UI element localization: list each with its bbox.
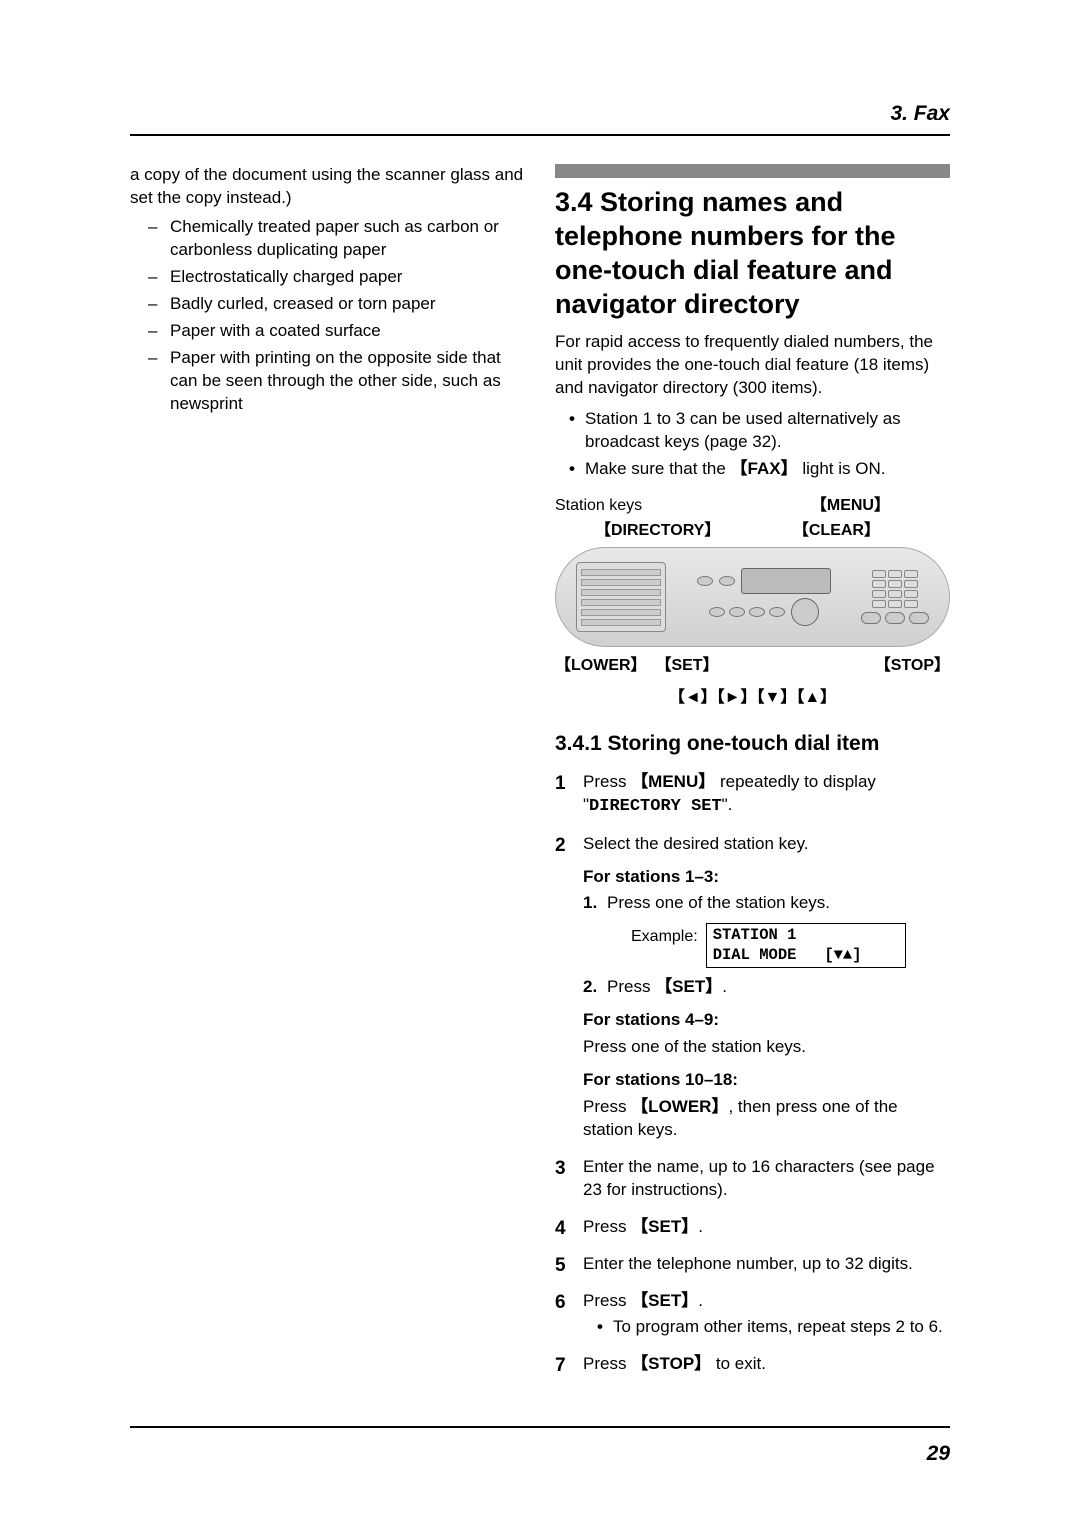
key-label: 【SET】: [655, 977, 722, 996]
bullet-text: Station 1 to 3 can be used alternatively…: [585, 409, 901, 451]
stop-key-label: 【STOP】: [875, 655, 950, 677]
text: Press: [583, 1097, 631, 1116]
step-text: Press: [583, 1217, 631, 1236]
paper-list: Chemically treated paper such as carbon …: [130, 216, 525, 416]
step-6-bullets: To program other items, repeat steps 2 t…: [583, 1316, 950, 1339]
device-labels-top: Station keys 【MENU】 【DIRECTORY】 【CLEAR】: [555, 495, 950, 541]
step-text: .: [698, 1217, 703, 1236]
step-6: Press 【SET】. To program other items, rep…: [555, 1290, 950, 1340]
page-number: 29: [927, 1440, 950, 1468]
lower-key-label: 【LOWER】: [555, 657, 647, 674]
bullet-text: Make sure that the: [585, 459, 731, 478]
bullet-text: light is ON.: [798, 459, 886, 478]
sub-step: Press 【SET】.: [583, 976, 950, 999]
list-item: Electrostatically charged paper: [148, 266, 525, 289]
step-7: Press 【STOP】 to exit.: [555, 1353, 950, 1376]
list-item: Paper with a coated surface: [148, 320, 525, 343]
lcd-display-box: STATION 1 DIAL MODE [▼▲]: [706, 923, 906, 968]
step-text: Press: [583, 772, 631, 791]
lcd-icon: [741, 568, 831, 594]
key-label: 【STOP】: [631, 1354, 711, 1373]
clear-key-label: 【CLEAR】: [793, 520, 880, 542]
key-label: 【MENU】: [631, 772, 715, 791]
footer-rule: [130, 1426, 950, 1428]
step-3: Enter the name, up to 16 characters (see…: [555, 1156, 950, 1202]
station-keys-label: Station keys: [555, 495, 642, 517]
example-row: Example: STATION 1 DIAL MODE [▼▲]: [631, 923, 950, 968]
sub-step-text: Press one of the station keys.: [607, 893, 830, 912]
set-key-label: 【SET】: [655, 657, 718, 674]
lcd-line: DIAL MODE [▼▲]: [713, 946, 862, 964]
left-column: a copy of the document using the scanner…: [130, 164, 525, 1390]
section-divider: [555, 164, 950, 178]
sub-steps: Press one of the station keys. Example: …: [583, 892, 950, 999]
step-4: Press 【SET】.: [555, 1216, 950, 1239]
list-item: Chemically treated paper such as carbon …: [148, 216, 525, 262]
step-text: .: [698, 1291, 703, 1310]
list-item: Paper with printing on the opposite side…: [148, 347, 525, 416]
key-label: 【SET】: [631, 1291, 698, 1310]
lcd-line: STATION 1: [713, 926, 797, 944]
continued-text: a copy of the document using the scanner…: [130, 164, 525, 210]
step-5: Enter the telephone number, up to 32 dig…: [555, 1253, 950, 1276]
directory-key-label: 【DIRECTORY】: [595, 520, 720, 542]
example-label: Example:: [631, 923, 698, 948]
code-text: DIRECTORY SET: [589, 797, 722, 816]
keypad-icon: [872, 570, 918, 608]
right-column: 3.4 Storing names and telephone numbers …: [555, 164, 950, 1390]
chapter-label: 3. Fax: [890, 102, 950, 125]
stations-10-18-heading: For stations 10–18:: [583, 1069, 950, 1092]
stations-4-9-text: Press one of the station keys.: [583, 1036, 950, 1059]
list-item: Badly curled, creased or torn paper: [148, 293, 525, 316]
device-illustration: [555, 547, 950, 647]
step-text: ".: [722, 795, 733, 814]
sub-step: Press one of the station keys. Example: …: [583, 892, 950, 968]
device-right: [861, 570, 929, 624]
station-keys-icon: [576, 562, 666, 632]
page-header: 3. Fax: [130, 100, 950, 136]
key-label: 【FAX】: [731, 459, 798, 478]
bullet-item: Make sure that the 【FAX】 light is ON.: [569, 458, 950, 481]
key-label: 【SET】: [631, 1217, 698, 1236]
stations-10-18-text: Press 【LOWER】, then press one of the sta…: [583, 1096, 950, 1142]
step-1: Press 【MENU】 repeatedly to display "DIRE…: [555, 771, 950, 819]
device-center: [674, 568, 853, 626]
nav-dial-icon: [791, 598, 819, 626]
step-text: Select the desired station key.: [583, 834, 809, 853]
steps-list: Press 【MENU】 repeatedly to display "DIRE…: [555, 771, 950, 1377]
intro-text: For rapid access to frequently dialed nu…: [555, 331, 950, 400]
key-label: 【LOWER】: [631, 1097, 728, 1116]
bullet-item: Station 1 to 3 can be used alternatively…: [569, 408, 950, 454]
stations-1-3-heading: For stations 1–3:: [583, 866, 950, 889]
sub-step-text: Press: [607, 977, 655, 996]
step-text: Press: [583, 1291, 631, 1310]
step-text: to exit.: [711, 1354, 766, 1373]
intro-bullets: Station 1 to 3 can be used alternatively…: [555, 408, 950, 481]
two-column-layout: a copy of the document using the scanner…: [130, 164, 950, 1390]
menu-key-label: 【MENU】: [811, 495, 890, 517]
subsection-heading: 3.4.1 Storing one-touch dial item: [555, 730, 950, 758]
sub-step-text: .: [722, 977, 727, 996]
section-heading: 3.4 Storing names and telephone numbers …: [555, 186, 950, 321]
device-labels-bottom: 【LOWER】 【SET】 【STOP】: [555, 655, 950, 677]
arrow-keys-label: 【◄】【►】【▼】【▲】: [555, 687, 950, 709]
bullet-item: To program other items, repeat steps 2 t…: [597, 1316, 950, 1339]
step-text: Press: [583, 1354, 631, 1373]
step-2: Select the desired station key. For stat…: [555, 833, 950, 1142]
stations-4-9-heading: For stations 4–9:: [583, 1009, 950, 1032]
